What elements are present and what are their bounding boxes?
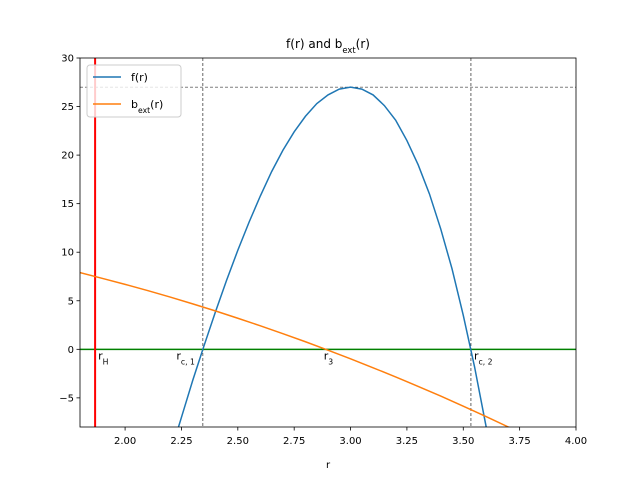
x-tick-label: 3.50 <box>452 436 474 447</box>
x-tick-label: 3.25 <box>396 436 418 447</box>
annotation: rc, 1 <box>176 349 195 366</box>
y-tick-label: 15 <box>61 199 74 210</box>
annotation-part: 3 <box>328 357 333 366</box>
chart-title: f(r) and bext(r) <box>286 37 370 55</box>
legend-label-part: f(r) <box>131 71 148 84</box>
annotation-part: r <box>98 349 103 362</box>
legend-label: bext(r) <box>131 98 163 115</box>
legend-label-part: (r) <box>150 98 163 111</box>
annotation-part: r <box>176 349 181 362</box>
x-tick-label: 2.50 <box>227 436 249 447</box>
y-tick-label: 20 <box>61 151 74 162</box>
y-tick-label: 5 <box>68 296 74 307</box>
series-line <box>80 271 511 427</box>
x-axis-label: r <box>326 460 331 471</box>
annotation-part: c, 2 <box>478 357 492 366</box>
y-tick-label: 0 <box>68 345 74 356</box>
y-tick-label: 10 <box>61 248 74 259</box>
annotation-part: r <box>324 349 329 362</box>
series-line <box>177 86 487 427</box>
chart-title-part: ext <box>342 45 356 55</box>
annotation-part: r <box>474 349 479 362</box>
legend-label-part: ext <box>138 106 150 115</box>
y-tick-label: 25 <box>61 102 74 113</box>
chart-title-part: f(r) and b <box>286 37 342 51</box>
y-tick-label: −5 <box>59 393 74 404</box>
legend-label-part: b <box>131 98 138 111</box>
x-tick-label: 4.00 <box>565 436 587 447</box>
x-tick-label: 3.00 <box>339 436 361 447</box>
annotation-part: c, 1 <box>181 357 195 366</box>
annotation: rH <box>98 349 109 366</box>
x-tick-label: 2.00 <box>114 436 136 447</box>
x-tick-label: 2.25 <box>170 436 192 447</box>
axes-frame <box>79 57 577 428</box>
annotation-part: H <box>103 357 109 366</box>
x-tick-label: 2.75 <box>283 436 305 447</box>
annotation: r3 <box>324 349 334 366</box>
legend-label: f(r) <box>131 71 148 84</box>
x-tick-label: 3.75 <box>509 436 531 447</box>
annotation: rc, 2 <box>474 349 493 366</box>
chart-title-part: (r) <box>356 37 370 51</box>
y-tick-label: 30 <box>61 54 74 65</box>
